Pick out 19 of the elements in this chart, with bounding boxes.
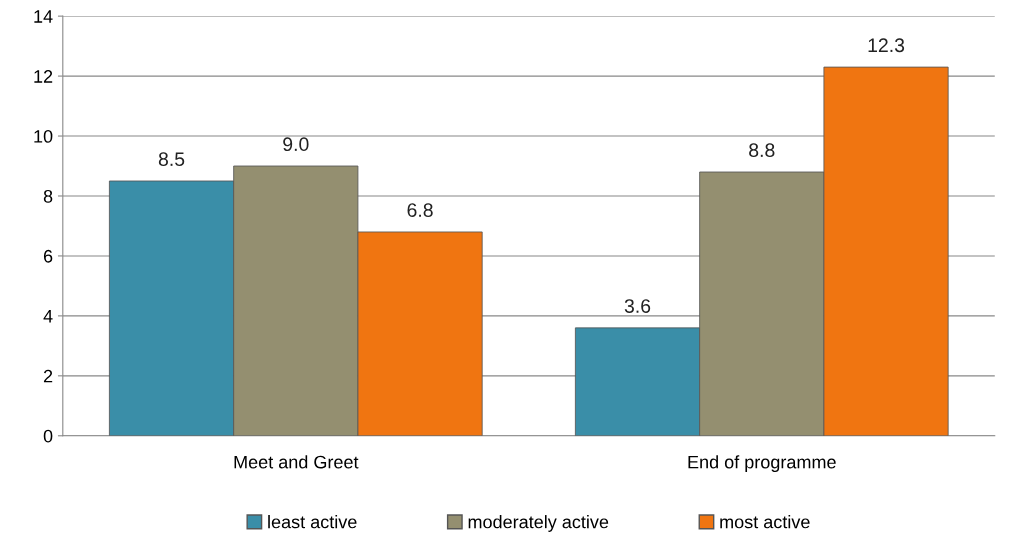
data-label: 8.8 <box>749 143 775 158</box>
data-label: 12.3 <box>868 38 905 53</box>
legend-label: least active <box>268 515 357 529</box>
y-tick-label: 8 <box>43 189 53 203</box>
y-tick-label: 6 <box>43 249 53 263</box>
y-tick-label: 12 <box>34 70 53 83</box>
y-tick-label: 10 <box>34 129 53 143</box>
legend-label: most active <box>720 515 810 529</box>
y-tick-label: 0 <box>43 429 53 443</box>
y-tick-label: 2 <box>43 369 53 383</box>
data-label: 3.6 <box>624 299 651 313</box>
legend-label: moderately active <box>468 515 609 532</box>
data-label: 6.8 <box>407 203 433 217</box>
data-label: 9.0 <box>283 137 309 152</box>
data-label: 8.5 <box>158 152 185 167</box>
x-tick-label: End of programme <box>688 455 836 473</box>
y-tick-label: 4 <box>43 310 53 323</box>
x-tick-label: Meet and Greet <box>234 455 359 469</box>
y-tick-label: 14 <box>34 10 53 23</box>
